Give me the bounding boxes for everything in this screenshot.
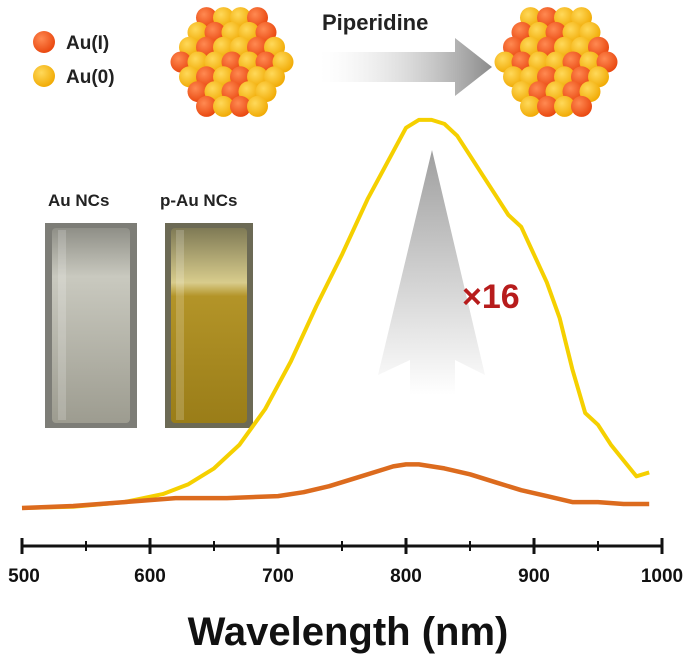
chart-plot: 500 600 700 800 900 1000 Wavelength (nm) bbox=[8, 117, 683, 654]
reaction-arrow-icon bbox=[320, 38, 492, 96]
series-line-au-ncs bbox=[21, 462, 650, 511]
vials: Au NCs p-Au NCs bbox=[45, 191, 253, 428]
reaction-label: Piperidine bbox=[322, 10, 428, 35]
au-0-atom-icon bbox=[554, 95, 575, 117]
legend: Au(I) Au(0) bbox=[33, 31, 115, 88]
au-i-swatch-icon bbox=[33, 31, 55, 53]
x-tick-label: 1000 bbox=[641, 566, 683, 587]
x-tick-label: 600 bbox=[134, 566, 166, 587]
reaction-arrow: Piperidine bbox=[320, 10, 492, 96]
vial-au-ncs bbox=[45, 223, 137, 428]
enhancement-label: ×16 bbox=[462, 278, 520, 316]
au-0-atom-icon bbox=[520, 95, 541, 117]
vial-p-au-ncs bbox=[165, 223, 253, 428]
au-cluster-before-icon bbox=[170, 7, 294, 117]
x-tick-label: 800 bbox=[390, 566, 422, 587]
vial-label-au-ncs: Au NCs bbox=[48, 191, 109, 210]
x-axis-title: Wavelength (nm) bbox=[188, 610, 509, 654]
au-cluster-after-icon bbox=[494, 7, 618, 117]
series-line-p-au-ncs bbox=[21, 117, 650, 510]
vial-label-p-au-ncs: p-Au NCs bbox=[160, 191, 237, 210]
legend-label-au-i: Au(I) bbox=[66, 33, 109, 54]
au-0-atom-icon bbox=[247, 95, 268, 117]
legend-label-au-0: Au(0) bbox=[66, 67, 115, 88]
au-0-atom-icon bbox=[213, 95, 234, 117]
au-i-atom-icon bbox=[196, 95, 217, 117]
enhancement-arrow-icon bbox=[378, 150, 485, 395]
au-i-atom-icon bbox=[571, 95, 592, 117]
x-tick-label: 700 bbox=[262, 566, 294, 587]
au-0-swatch-icon bbox=[33, 65, 55, 87]
x-tick-label: 900 bbox=[518, 566, 550, 587]
au-i-atom-icon bbox=[230, 95, 251, 117]
x-tick-label: 500 bbox=[8, 566, 40, 587]
au-i-atom-icon bbox=[537, 95, 558, 117]
